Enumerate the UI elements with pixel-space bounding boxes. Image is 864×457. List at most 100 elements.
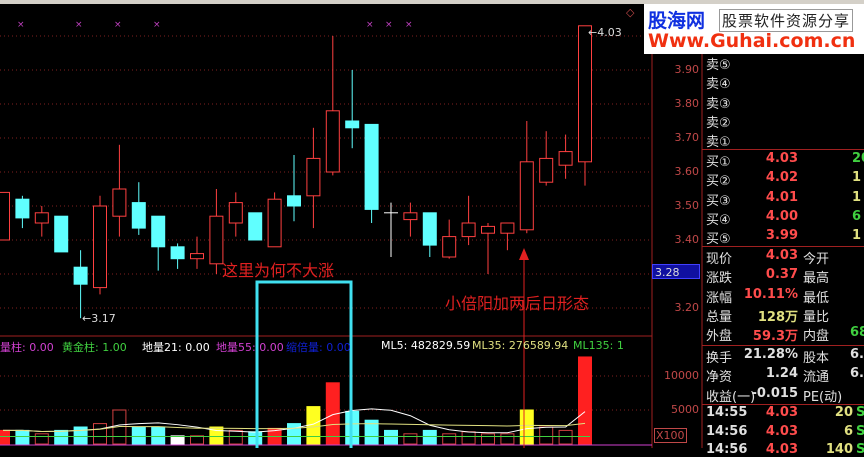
candle-body xyxy=(578,25,592,163)
buy-level-price: 4.00 xyxy=(765,208,798,224)
highlight-box xyxy=(255,280,353,448)
indicator-ml135: ML135: 1 xyxy=(573,339,624,352)
tick-volume: 20 xyxy=(834,405,853,420)
quote-value-2: 68 xyxy=(850,325,864,341)
signal-marker: × xyxy=(385,20,393,30)
price-tick: 3.40 xyxy=(674,233,700,246)
quote-label: 现价 xyxy=(706,252,733,267)
volume-bar xyxy=(0,429,10,445)
divider xyxy=(702,404,864,405)
buy-level-price: 4.03 xyxy=(765,151,798,166)
candle-body xyxy=(131,202,146,229)
indicator-low-vol-21: 地量21: 0.00 xyxy=(142,341,210,354)
signal-marker: × xyxy=(114,20,122,30)
sell-level-label: 卖① xyxy=(706,135,731,151)
candle-body xyxy=(481,225,495,234)
candle-body xyxy=(325,110,340,173)
candle-body xyxy=(287,195,301,207)
logo-site-name: 股海网 xyxy=(648,10,706,32)
volume-bar xyxy=(170,435,185,445)
fundamental-label: 净资 xyxy=(706,370,733,386)
volume-bar xyxy=(519,409,534,445)
volume-bar xyxy=(481,433,495,445)
logo-url: Www.Guhai.com.cn xyxy=(648,30,856,52)
quote-label-2: 量比 xyxy=(803,309,830,325)
indicator-low-vol-55: 地量55: 0.00 xyxy=(216,341,284,354)
tick-side: S xyxy=(856,442,864,457)
volume-tick: 10000 xyxy=(664,369,699,382)
quote-label: 涨跌 xyxy=(706,271,733,287)
candle-body xyxy=(519,161,534,231)
volume-bar xyxy=(500,433,515,445)
tick-price: 4.03 xyxy=(765,405,798,420)
signal-marker: × xyxy=(405,20,413,30)
volume-bar xyxy=(34,433,49,445)
annotation-why-no-rise: 这里为何不大涨 xyxy=(222,261,335,280)
candle-body xyxy=(422,212,437,246)
fundamental-value: 1.24 xyxy=(765,366,798,382)
buy-level-volume: 1 xyxy=(852,170,862,186)
volume-bar xyxy=(228,429,243,445)
buy-level-price: 3.99 xyxy=(765,228,798,244)
sell-level-label: 卖③ xyxy=(706,96,731,112)
price-tick: 3.80 xyxy=(674,97,700,110)
candle-body xyxy=(248,212,263,241)
divider xyxy=(702,149,864,150)
fundamental-label-2: 股本 xyxy=(803,351,830,366)
tick-volume: 140 xyxy=(825,442,853,457)
signal-marker: × xyxy=(75,20,83,30)
divider xyxy=(702,345,864,346)
fundamental-value: 21.28% xyxy=(743,347,798,362)
buy-level-label: 买③ xyxy=(706,193,731,209)
tick-side: S xyxy=(856,405,864,420)
window-control-icon[interactable]: ◇ xyxy=(626,6,635,19)
buy-level-label: 买⑤ xyxy=(706,232,731,248)
volume-tick: 5000 xyxy=(671,403,699,416)
volume-bar xyxy=(15,429,30,445)
buy-level-label: 买④ xyxy=(706,212,731,228)
quote-value: 10.11% xyxy=(743,286,798,302)
quote-label-2: 最高 xyxy=(803,271,830,287)
quote-label: 外盘 xyxy=(706,329,733,345)
price-tick: 3.90 xyxy=(674,63,700,76)
candle-body xyxy=(93,205,107,289)
buy-level-volume: 6 xyxy=(852,208,862,224)
quote-label: 涨幅 xyxy=(706,290,733,306)
volume-bar xyxy=(422,429,437,445)
price-tick: 3.60 xyxy=(674,165,700,178)
candle-body xyxy=(267,198,282,248)
price-tick: 3.20 xyxy=(674,301,700,314)
quote-label-2: 内盘 xyxy=(803,329,830,345)
candle-body xyxy=(34,212,49,224)
volume-bar xyxy=(442,433,457,445)
fundamental-value: -0.015 xyxy=(751,385,798,401)
high-value: 4.03 xyxy=(597,26,622,39)
candle-body xyxy=(500,222,515,234)
quote-label-2: 今开 xyxy=(803,252,830,267)
fundamental-label: 收益(一) xyxy=(706,389,756,405)
volume-bar xyxy=(384,429,398,445)
candle-body xyxy=(0,191,10,241)
candle-body xyxy=(190,253,204,260)
candle-body xyxy=(151,215,166,248)
low-value: 3.17 xyxy=(91,312,116,325)
volume-bar xyxy=(558,429,573,445)
divider xyxy=(702,246,864,247)
fundamental-value-2: 6. xyxy=(850,347,864,362)
buy-level-volume: 1 xyxy=(852,189,862,205)
low-price-label: ←3.17 xyxy=(82,312,116,325)
volume-bar xyxy=(73,426,88,445)
quote-value: 59.3万 xyxy=(752,329,798,345)
candle-body xyxy=(306,157,321,197)
volume-bar xyxy=(403,433,418,445)
candle-body xyxy=(73,266,88,285)
watermark-logo: 股海网 股票软件资源分享 Www.Guhai.com.cn xyxy=(644,4,864,54)
indicator-ml35: ML35: 276589.94 xyxy=(472,339,569,352)
indicator-golden-bar: 黄金柱: 1.00 xyxy=(62,341,127,354)
indicator-ml5: ML5: 482829.59 xyxy=(381,339,471,352)
indicator-shrink-vol: 缩倍量: 0.00 xyxy=(286,341,351,354)
tick-price: 4.03 xyxy=(765,442,798,457)
candle-body xyxy=(403,212,418,221)
signal-marker: × xyxy=(17,20,25,30)
